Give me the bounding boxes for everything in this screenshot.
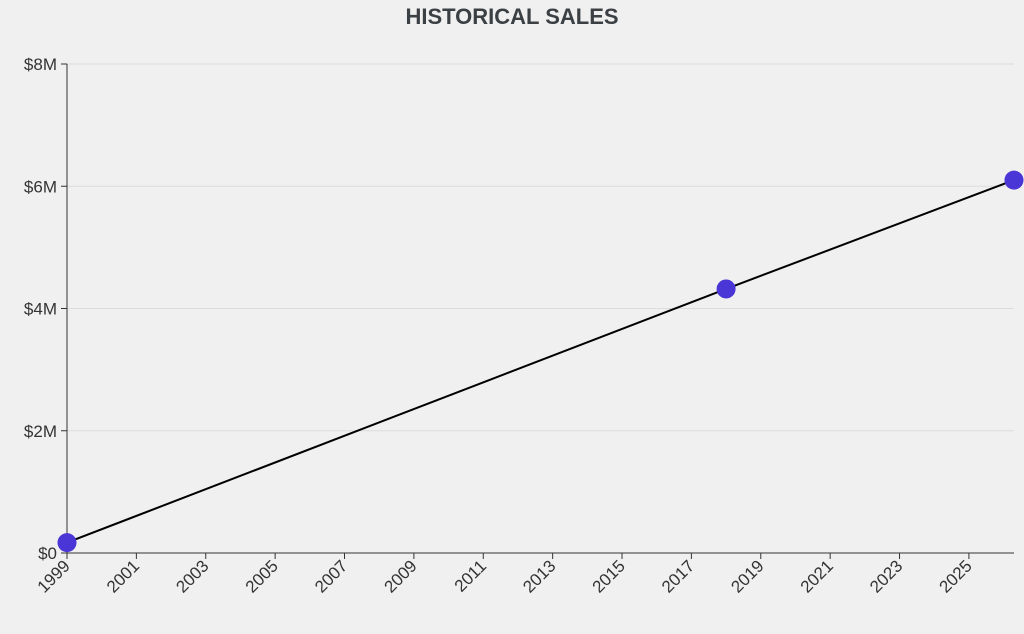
- y-tick-label: $0: [38, 544, 57, 563]
- x-tick-label: 2005: [242, 556, 282, 596]
- y-tick-label: $6M: [24, 177, 57, 196]
- x-tick-label: 2003: [172, 556, 212, 596]
- y-tick-label: $4M: [24, 300, 57, 319]
- data-point: [57, 533, 77, 553]
- data-point: [716, 279, 736, 299]
- x-tick-label: 2017: [658, 556, 698, 596]
- series-line: [66, 179, 1015, 544]
- x-tick-label: 2013: [519, 556, 559, 596]
- x-tick-label: 2011: [451, 556, 490, 595]
- x-tick-label: 2009: [381, 556, 421, 596]
- y-tick-label: $8M: [24, 55, 57, 74]
- x-tick-label: 2025: [936, 556, 976, 596]
- x-tick-label: 2015: [589, 556, 629, 596]
- data-point: [1004, 170, 1024, 190]
- x-tick-label: 2023: [866, 556, 906, 596]
- y-tick-label: $2M: [24, 422, 57, 441]
- x-tick-label: 2019: [727, 556, 767, 596]
- chart-title: HISTORICAL SALES: [405, 4, 619, 29]
- x-tick-label: 2001: [103, 556, 143, 596]
- x-tick-label: 2021: [797, 556, 837, 596]
- x-tick-label: 2007: [311, 556, 351, 596]
